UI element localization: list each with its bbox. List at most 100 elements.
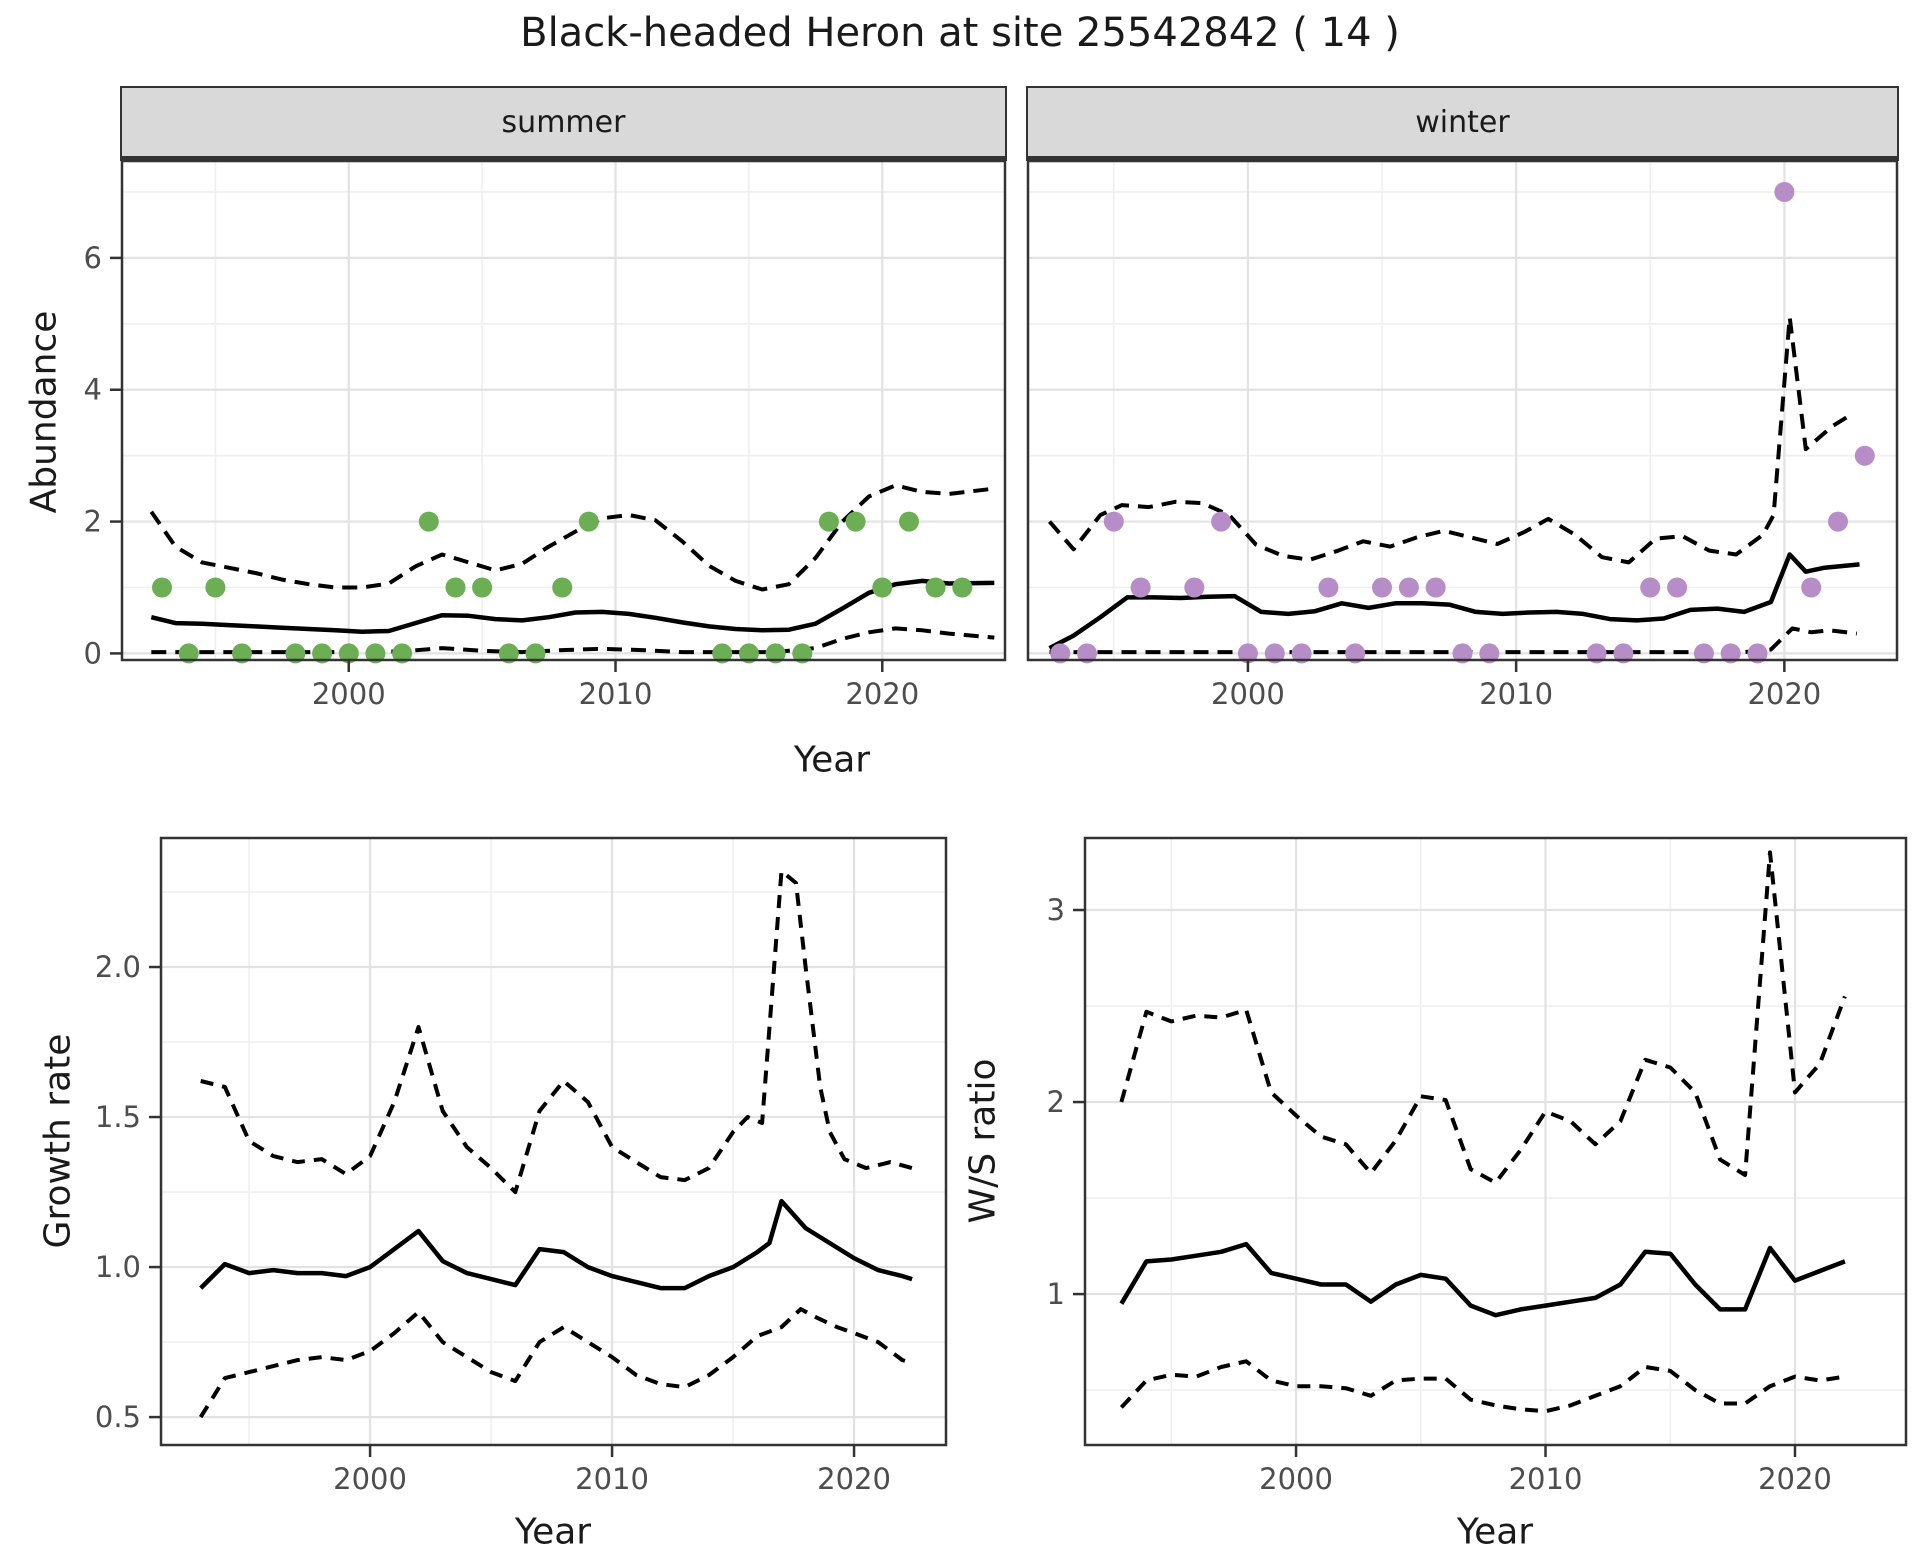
observation-point: [1372, 577, 1392, 598]
observation-point: [1854, 445, 1875, 466]
x-tick-label: 2010: [579, 677, 653, 711]
y-tick-label: 0: [84, 636, 102, 670]
x-tick-label: 2010: [1479, 677, 1553, 711]
observation-point: [1828, 511, 1848, 532]
series-upper_ci: [1119, 850, 1847, 1185]
y-axis-title-abundance: Abundance: [23, 310, 65, 514]
y-axis-title-growth-rate: Growth rate: [37, 1033, 79, 1249]
x-tick-label: 2000: [1211, 677, 1285, 711]
facet-strip-winter: winter: [1026, 86, 1899, 161]
observation-point: [1801, 577, 1822, 598]
y-tick-label: 4: [84, 373, 102, 407]
y-tick-label: 0.5: [95, 1400, 141, 1434]
x-tick-label: 2020: [1747, 677, 1821, 711]
x-tick-label: 2010: [1509, 1462, 1583, 1496]
observation-point: [952, 577, 973, 598]
y-tick-label: 1.5: [95, 1100, 141, 1134]
observation-point: [552, 577, 573, 598]
series-lower_ci: [199, 1307, 913, 1419]
observation-point: [1479, 643, 1500, 664]
facet-strip-summer-label: summer: [501, 104, 626, 140]
series-upper_ci: [1047, 315, 1850, 565]
panel-winter: 2000 2010 2020: [1026, 159, 1899, 711]
observation-point: [845, 511, 866, 532]
observation-point: [445, 577, 466, 598]
y-tick-label: 2.0: [95, 950, 141, 984]
series-upper_ci: [200, 869, 913, 1195]
observation-point: [365, 643, 386, 664]
observation-point: [338, 643, 359, 664]
observation-point: [818, 511, 839, 532]
y-tick-label: 1: [1047, 1277, 1065, 1311]
panel-border: [1026, 159, 1899, 662]
y-tick-label: 6: [84, 241, 102, 275]
observation-point: [1747, 643, 1768, 664]
x-tick-label: 2020: [817, 1462, 891, 1496]
observation-point: [765, 643, 786, 664]
observation-point: [1693, 643, 1714, 664]
observation-point: [1613, 643, 1634, 664]
observation-point: [1103, 511, 1124, 532]
y-tick-label: 3: [1047, 893, 1065, 927]
facet-strip-winter-label: winter: [1415, 104, 1510, 140]
series-lower_ci: [1119, 1359, 1846, 1414]
panel-summer: 2000 2010 2020 0 2 4 6: [84, 159, 1007, 711]
observation-point: [1425, 577, 1446, 598]
series-median: [1048, 552, 1860, 651]
y-axis-title-ws-ratio: W/S ratio: [962, 1058, 1004, 1224]
x-axis-title-year-bottom-right: Year: [1456, 1511, 1534, 1553]
y-tick-label: 2: [84, 505, 102, 539]
x-tick-label: 2000: [333, 1462, 407, 1496]
observation-point: [178, 643, 199, 664]
observation-point: [498, 643, 519, 664]
observation-point: [1452, 643, 1473, 664]
observation-point: [1211, 511, 1232, 532]
observation-point: [1184, 577, 1205, 598]
observation-point: [285, 643, 306, 664]
page-title: Black-headed Heron at site 25542842 ( 14…: [520, 10, 1400, 56]
observation-point: [712, 643, 733, 664]
observation-point: [472, 577, 493, 598]
observation-point: [1774, 182, 1795, 202]
observation-point: [1237, 643, 1258, 664]
observation-point: [925, 577, 946, 598]
x-tick-label: 2000: [312, 677, 386, 711]
panel-border: [1083, 836, 1908, 1447]
observation-point: [1398, 577, 1419, 598]
observation-point: [1050, 643, 1071, 664]
x-axis-title-year-top: Year: [793, 739, 871, 781]
observation-point: [899, 511, 919, 532]
y-tick-label: 2: [1047, 1085, 1065, 1119]
series-median: [199, 1198, 913, 1291]
observation-point: [1586, 643, 1607, 664]
panel-w-s-ratio: 2000 2010 2020 1 2 3: [1047, 836, 1908, 1496]
panel-border: [159, 836, 948, 1447]
facet-strip-summer: summer: [120, 86, 1007, 161]
x-tick-label: 2020: [845, 677, 919, 711]
series-median: [150, 578, 995, 634]
x-tick-label: 2000: [1259, 1462, 1333, 1496]
observation-point: [1345, 643, 1366, 664]
observation-point: [1640, 577, 1661, 598]
observation-point: [205, 577, 226, 598]
x-axis-title-year-bottom-left: Year: [514, 1511, 592, 1553]
y-tick-label: 1.0: [95, 1250, 141, 1284]
observation-point: [418, 511, 439, 532]
observation-point: [578, 511, 599, 532]
observation-point: [232, 643, 252, 664]
series-median: [1119, 1241, 1846, 1318]
observation-point: [738, 643, 759, 664]
observation-point: [792, 643, 813, 664]
series-lower_ci: [1049, 626, 1858, 655]
observation-point: [312, 643, 333, 664]
observation-point: [1130, 577, 1151, 598]
observation-point: [392, 643, 413, 664]
observation-point: [872, 577, 893, 598]
x-tick-label: 2020: [1758, 1462, 1832, 1496]
observation-point: [525, 643, 546, 664]
observation-point: [1264, 643, 1285, 664]
observation-point: [1720, 643, 1741, 664]
observation-point: [1318, 577, 1339, 598]
x-tick-label: 2010: [575, 1462, 649, 1496]
